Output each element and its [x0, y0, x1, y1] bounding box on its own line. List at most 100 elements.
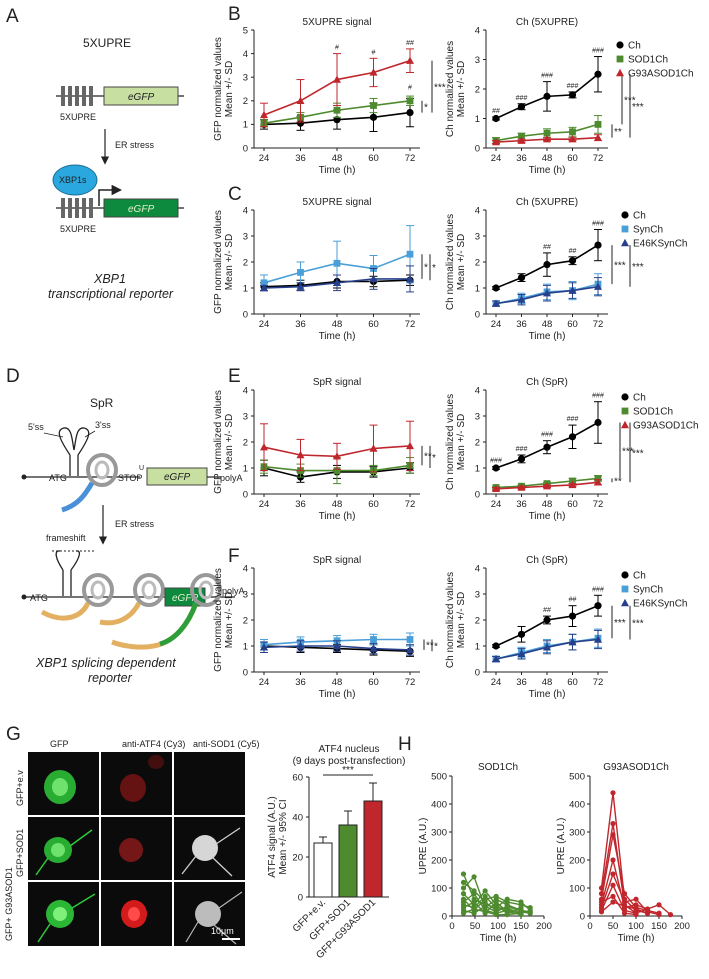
x-axis-label: Time (h): [319, 331, 356, 342]
y-axis-label-line: Ch normalized values: [445, 41, 456, 137]
y-tick-label: 1: [475, 283, 480, 294]
significance-label: ***: [632, 102, 644, 113]
trace-point: [460, 891, 467, 897]
y-axis-label-line: Mean +/- SD: [224, 61, 235, 117]
y-tick-label: 4: [475, 25, 480, 36]
x-tick-label: 48: [542, 499, 553, 510]
legend-marker: [621, 571, 629, 579]
y-axis-label-line: Mean +/- SD: [456, 61, 467, 117]
x-tick-label: 60: [567, 319, 578, 330]
y-tick-label: 4: [243, 563, 248, 574]
data-point: [517, 274, 526, 282]
y-axis-label-line: Mean +/- SD: [224, 234, 235, 290]
trace-point: [621, 903, 628, 909]
svg-text:XBP1s: XBP1s: [59, 175, 87, 185]
y-axis-label: GFP normalized valuesMean +/- SD: [213, 210, 235, 314]
y-axis-label: GFP normalized valuesMean +/- SD: [213, 390, 235, 494]
scheme-d: SpR ATG 5'ss 3'ss STOP U eGFP polyA ER s…: [21, 396, 245, 685]
data-point: [568, 257, 577, 265]
data-point: [333, 116, 341, 124]
chart-title: Ch (5XUPRE): [516, 197, 578, 208]
y-tick-label: 3: [243, 411, 248, 422]
bar-chart-subtitle: (9 days post-transfection): [293, 756, 406, 767]
y-tick-label: 1: [475, 463, 480, 474]
significance-label: **: [426, 641, 434, 652]
x-tick-label: 60: [368, 677, 379, 688]
egfp-box-off: [103, 86, 179, 106]
y-axis-label-line: Ch normalized values: [445, 394, 456, 490]
x-tick-label: 36: [295, 153, 306, 164]
chart-h1: SOD1Ch 0 100 200 300 400 500 0 50 100 150 200 Time (…: [418, 762, 552, 944]
y-tick-label: 0: [475, 667, 480, 678]
x-axis-label: Time (h): [319, 165, 356, 176]
y-axis-label: Ch normalized valuesMean +/- SD: [445, 214, 467, 310]
x-tick-label: 150: [651, 921, 667, 932]
bar-chart-atf4: ATF4 nucleus(9 days post-transfection) 0 2…: [267, 744, 405, 961]
significance-label: **: [614, 476, 622, 487]
data-point: [594, 70, 602, 78]
trace-point: [598, 899, 605, 905]
series-e46ksynch: [492, 277, 602, 307]
x-tick-label: 50: [608, 921, 619, 932]
x-tick-label: 48: [332, 153, 343, 164]
significance-label: ***: [624, 95, 636, 106]
trace-point: [610, 790, 616, 796]
significance-label: ***: [614, 618, 626, 629]
x-tick-label: 150: [513, 921, 529, 932]
data-point: [594, 241, 602, 249]
legend-entry: SynCh: [633, 225, 663, 236]
chart-h2: G93ASOD1Ch 0 100 200 300 400 500 0 50 100 150 200 Ti…: [556, 762, 690, 944]
y-tick-label: 2: [243, 257, 248, 268]
x-tick-label: 72: [593, 153, 604, 164]
x-axis-label: Time (h): [480, 933, 517, 944]
x-tick-label: 24: [491, 499, 502, 510]
x-tick-label: 72: [593, 499, 604, 510]
y-axis-label-line: Mean +/- SD: [456, 234, 467, 290]
y-tick-label: 4: [243, 49, 248, 60]
chart-title: SpR signal: [313, 555, 361, 566]
x-tick-label: 48: [542, 153, 553, 164]
y-axis-label-line: GFP normalized values: [213, 37, 224, 141]
x-tick-label: 0: [449, 921, 454, 932]
legend-marker: [616, 41, 624, 49]
y-tick-label: 2: [243, 615, 248, 626]
hash-annotation: ###: [490, 458, 502, 465]
scheme-d-caption-1: XBP1 splicing dependent: [35, 656, 176, 670]
hash-annotation: ###: [516, 95, 528, 102]
egfp-box-on: [103, 198, 179, 218]
col-label-sod1: anti-SOD1 (Cy5): [193, 739, 260, 749]
hash-annotation: ###: [541, 73, 553, 80]
y-tick-label: 2: [475, 615, 480, 626]
legend-entry: SOD1Ch: [628, 55, 668, 66]
legend-entry: Ch: [633, 211, 646, 222]
y-tick-label: 4: [243, 385, 248, 396]
svg-text:frameshift: frameshift: [46, 533, 86, 543]
chart-b1: 0 1 2 3 4 5 24 36 48 60 72 Time (h) 5XUPRE signal GFP…: [213, 17, 446, 176]
y-tick-label: 0: [442, 911, 447, 922]
data-point: [517, 483, 526, 491]
series-g93asod1ch: [260, 48, 414, 128]
x-axis-label: Time (h): [319, 689, 356, 700]
x-tick-label: 50: [470, 921, 481, 932]
y-tick-label: 1: [475, 641, 480, 652]
data-point: [369, 444, 378, 452]
panel-label-b: B: [228, 4, 241, 25]
data-point: [369, 68, 378, 76]
trace-point: [460, 910, 467, 916]
y-tick-label: 3: [243, 73, 248, 84]
hash-annotation: #: [408, 85, 412, 92]
svg-text:eGFP: eGFP: [164, 472, 190, 483]
legend-marker: [616, 68, 624, 77]
data-point: [594, 635, 602, 643]
trace-point: [610, 871, 616, 877]
trace-point: [644, 910, 651, 916]
y-tick-label: 4: [475, 563, 480, 574]
series-ch: [492, 229, 602, 292]
y-axis-label-line: Mean +/- SD: [456, 592, 467, 648]
data-point: [260, 279, 268, 287]
data-point: [333, 452, 341, 460]
trace-point: [460, 879, 467, 886]
upre-label-bottom: 5XUPRE: [60, 224, 96, 234]
chart-c2: 0 1 2 3 4 24 36 48 60 72 Time (h) Ch (5XUPRE) Ch nor…: [445, 197, 687, 342]
